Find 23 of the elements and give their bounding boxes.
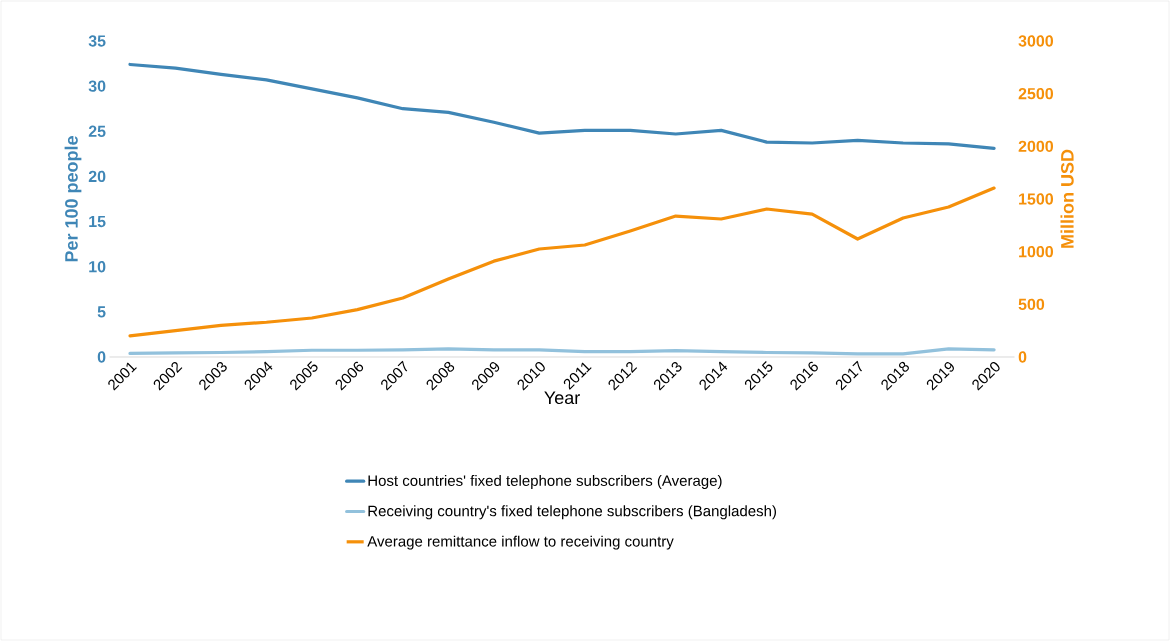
x-axis-title: Year: [544, 391, 580, 405]
y-tick-label: 0: [97, 351, 106, 363]
y-tick-label: 35: [88, 35, 106, 47]
legend-label: Average remittance inflow to receiving country: [367, 535, 674, 550]
y-tick-label: 25: [88, 125, 106, 137]
line-series: [128, 186, 996, 338]
y-tick-label: 30: [88, 80, 106, 92]
legend-label: Receiving country's fixed telephone subscribers (Bangladesh): [368, 505, 777, 520]
y-tick-label: 15: [89, 215, 106, 228]
y2-tick-label: 500: [1018, 298, 1045, 310]
y2-tick-label: 1500: [1019, 193, 1054, 205]
y-tick-label: 5: [97, 306, 106, 318]
y2-tick-label: 1000: [1019, 246, 1054, 258]
y-tick-label: 20: [88, 170, 106, 183]
line-series: [128, 62, 996, 151]
y2-tick-label: 2500: [1018, 88, 1054, 100]
legend-label: Host countries' fixed telephone subscribers (Average): [368, 474, 722, 489]
y-tick-label: 10: [89, 261, 106, 273]
y-axis-title: Per 100 people: [64, 136, 82, 262]
y2-axis-title: Million USD: [1060, 149, 1074, 248]
y2-tick-label: 2000: [1018, 140, 1054, 152]
y2-tick-label: 3000: [1018, 35, 1054, 47]
y2-tick-label: 0: [1018, 351, 1027, 363]
